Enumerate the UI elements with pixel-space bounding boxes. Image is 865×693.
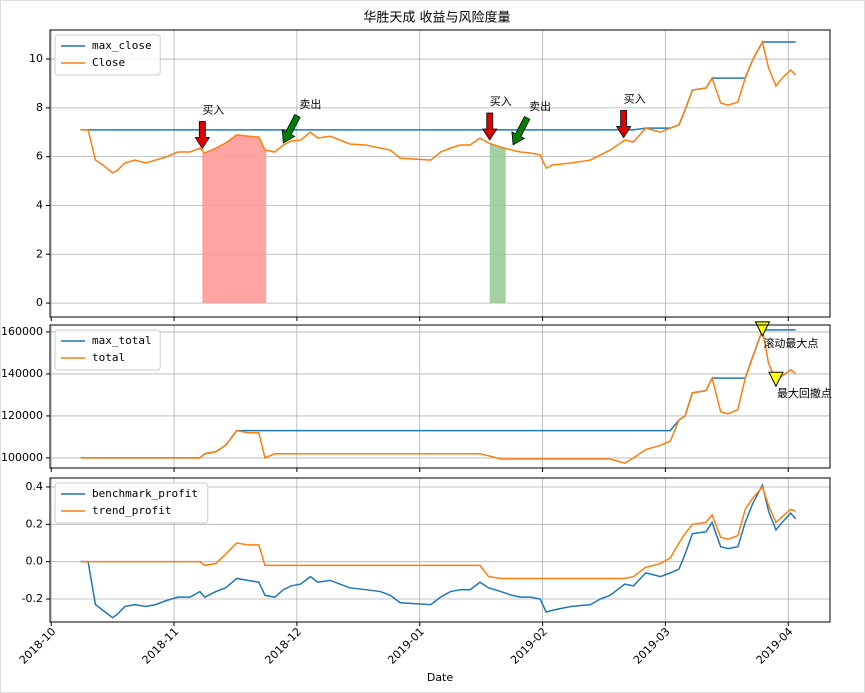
series-line xyxy=(80,326,797,464)
annotation: 最大回撤点 xyxy=(768,371,832,400)
y-tick-label: 0.2 xyxy=(26,517,44,530)
y-tick-label: 0.0 xyxy=(26,555,44,568)
y-tick-label: 2 xyxy=(36,247,43,260)
y-tick-label: 8 xyxy=(36,101,43,114)
annotation: 买入 xyxy=(194,104,224,150)
annotation: 卖出 xyxy=(511,99,551,146)
y-tick-label: 0 xyxy=(36,296,43,309)
y-tick-label: 140000 xyxy=(1,367,43,380)
annotation: 买入 xyxy=(615,93,646,139)
legend-label: benchmark_profit xyxy=(92,487,198,500)
legend-label: max_total xyxy=(92,334,152,347)
legend-box xyxy=(54,482,209,524)
annotation-arrow xyxy=(615,110,632,139)
annotation-arrow xyxy=(511,115,531,146)
legend-label: max_close xyxy=(92,39,152,52)
y-tick-label: 4 xyxy=(36,198,43,211)
y-tick-label: 6 xyxy=(36,150,43,163)
legend-label: trend_profit xyxy=(92,504,171,517)
annotation-arrow xyxy=(194,121,211,150)
annotation-text: 卖出 xyxy=(299,97,321,111)
annotation-arrow xyxy=(281,114,301,144)
legend-box xyxy=(54,34,161,76)
annotation: 卖出 xyxy=(281,97,321,144)
y-tick-label: 0.4 xyxy=(26,480,44,493)
y-tick-label: 10 xyxy=(29,52,43,65)
signal-span xyxy=(489,143,506,304)
annotation-text: 买入 xyxy=(624,93,646,106)
annotation-text: 卖出 xyxy=(529,99,551,113)
y-tick-label: -0.2 xyxy=(22,592,43,605)
signal-span xyxy=(202,134,267,304)
legend-label: Close xyxy=(92,56,125,69)
annotation-text: 最大回撤点 xyxy=(777,386,832,400)
series-line xyxy=(80,39,797,174)
annotation-arrow xyxy=(482,112,498,141)
annotation-text: 滚动最大点 xyxy=(763,336,818,350)
y-tick-label: 160000 xyxy=(1,325,43,338)
annotation: 买入 xyxy=(482,95,512,141)
plot-area xyxy=(50,325,830,468)
annotation-text: 买入 xyxy=(490,95,512,108)
legend-box xyxy=(54,329,161,371)
axes-frame xyxy=(49,324,831,469)
annotation-marker xyxy=(768,371,784,388)
series-line xyxy=(80,485,796,580)
axes-frame xyxy=(49,477,831,623)
x-axis-label: Date xyxy=(427,671,454,684)
y-tick-label: 100000 xyxy=(1,451,43,464)
legend-label: total xyxy=(92,351,125,364)
plot-area xyxy=(50,30,830,317)
y-tick-label: 120000 xyxy=(1,409,43,422)
annotation-text: 买入 xyxy=(202,104,224,117)
chart-title: 华胜天成 收益与风险度量 xyxy=(363,10,510,26)
series-line xyxy=(80,482,797,619)
axes-frame xyxy=(49,29,831,318)
